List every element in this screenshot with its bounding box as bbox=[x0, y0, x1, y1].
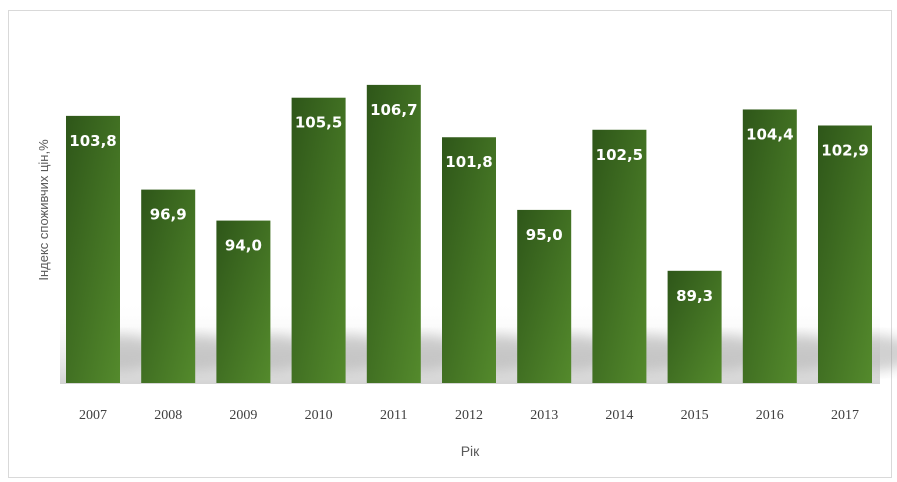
x-tick-2009: 2009 bbox=[229, 408, 257, 423]
data-label-2012: 101,8 bbox=[445, 153, 492, 171]
x-tick-2017: 2017 bbox=[831, 408, 859, 423]
bar-2007 bbox=[66, 115, 120, 383]
bar-2016 bbox=[742, 109, 797, 383]
bar-2008 bbox=[141, 189, 196, 383]
bars-group bbox=[66, 84, 872, 383]
data-label-2010: 105,5 bbox=[295, 114, 342, 132]
data-label-2007: 103,8 bbox=[69, 132, 116, 150]
x-tick-2011: 2011 bbox=[380, 408, 407, 423]
data-labels-group: 103,8 96,9 94,0 105,5 106,7 101,8 95,0 102,5 89,… bbox=[69, 101, 868, 305]
bar-2011 bbox=[366, 84, 421, 383]
bar-2013 bbox=[517, 209, 572, 383]
data-label-2016: 104,4 bbox=[746, 125, 793, 143]
x-tick-2010: 2010 bbox=[305, 408, 333, 423]
data-label-2014: 102,5 bbox=[596, 146, 643, 164]
x-tick-2013: 2013 bbox=[530, 408, 558, 423]
data-label-2009: 94,0 bbox=[225, 237, 262, 255]
x-axis-title: Рік bbox=[461, 443, 480, 459]
bar-2017 bbox=[818, 125, 872, 383]
data-label-2008: 96,9 bbox=[150, 206, 187, 224]
bar-2009 bbox=[216, 220, 271, 383]
x-tick-2008: 2008 bbox=[154, 408, 182, 423]
data-label-2015: 89,3 bbox=[676, 287, 713, 305]
bar-2014 bbox=[592, 129, 647, 383]
x-tick-labels-group: 2007 2008 2009 2010 2011 2012 2013 2014 2015 2016… bbox=[79, 408, 859, 423]
data-label-2013: 95,0 bbox=[526, 226, 563, 244]
bar-2015 bbox=[667, 270, 722, 383]
bar-2010 bbox=[291, 97, 346, 383]
data-label-2017: 102,9 bbox=[821, 141, 868, 159]
x-tick-2016: 2016 bbox=[756, 408, 784, 423]
y-axis-title: Індекс споживчих цін,% bbox=[36, 139, 51, 281]
x-tick-2007: 2007 bbox=[79, 408, 107, 423]
bar-2012 bbox=[442, 137, 496, 383]
x-tick-2014: 2014 bbox=[605, 408, 633, 423]
x-tick-2015: 2015 bbox=[681, 408, 709, 423]
data-label-2011: 106,7 bbox=[370, 101, 417, 119]
x-tick-2012: 2012 bbox=[455, 408, 483, 423]
